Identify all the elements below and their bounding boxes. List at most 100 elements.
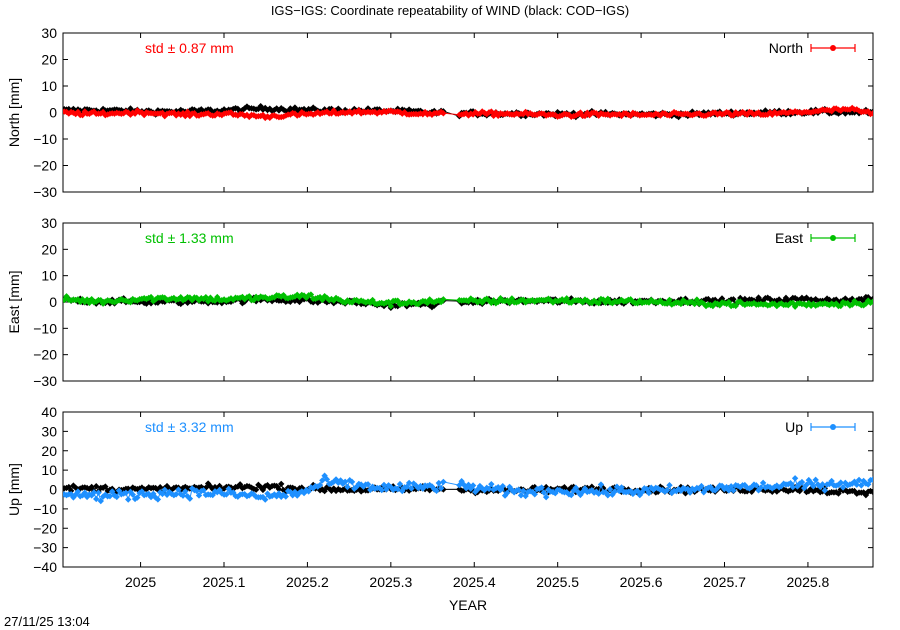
series-point bbox=[581, 485, 589, 492]
series-point bbox=[316, 481, 324, 489]
series-point bbox=[689, 298, 696, 306]
series-point bbox=[689, 111, 696, 119]
series-point bbox=[154, 496, 162, 503]
series-point bbox=[184, 493, 191, 500]
x-tick-label: 2025 bbox=[125, 574, 156, 590]
series-point bbox=[568, 299, 575, 306]
series-point bbox=[600, 296, 607, 303]
series-point bbox=[538, 484, 545, 491]
reference-point bbox=[675, 113, 682, 121]
series-point bbox=[440, 478, 447, 486]
series-point bbox=[746, 485, 753, 492]
series-point bbox=[739, 300, 746, 307]
series-point bbox=[72, 491, 79, 498]
series-point bbox=[316, 110, 324, 118]
series-point bbox=[864, 481, 872, 488]
series-point bbox=[663, 300, 671, 307]
data-layer bbox=[63, 291, 873, 312]
series-point bbox=[675, 485, 682, 493]
x-tick-label: 2025.3 bbox=[369, 574, 412, 590]
series-point bbox=[675, 299, 682, 306]
series-point bbox=[677, 487, 685, 495]
series-point bbox=[440, 110, 447, 117]
series-point bbox=[855, 300, 863, 307]
series-point bbox=[549, 488, 557, 496]
series-point bbox=[508, 295, 516, 302]
reference-point bbox=[764, 294, 771, 301]
series-point bbox=[179, 297, 187, 304]
series-point bbox=[504, 489, 511, 496]
series-point bbox=[597, 110, 605, 117]
reference-point bbox=[842, 295, 849, 302]
series-point bbox=[81, 489, 89, 496]
series-point bbox=[72, 110, 79, 118]
series-point bbox=[175, 486, 182, 493]
reference-point bbox=[759, 297, 767, 305]
series-point bbox=[193, 487, 200, 495]
series-point bbox=[725, 298, 733, 306]
series-point bbox=[540, 489, 548, 496]
series-point bbox=[120, 110, 127, 117]
x-tick-label: 2025.4 bbox=[453, 574, 496, 590]
series-point bbox=[494, 112, 502, 119]
series-point bbox=[581, 112, 589, 120]
series-point bbox=[643, 485, 650, 493]
series-point bbox=[348, 478, 356, 486]
series-point bbox=[844, 300, 851, 307]
series-point bbox=[191, 110, 198, 117]
series-point bbox=[211, 112, 219, 119]
legend-label: North bbox=[769, 40, 803, 56]
reference-point bbox=[243, 103, 251, 110]
y-tick-label: −10 bbox=[33, 320, 57, 336]
series-point bbox=[394, 485, 401, 493]
series-point bbox=[716, 302, 723, 309]
reference-point bbox=[191, 298, 198, 305]
reference-point bbox=[207, 106, 214, 113]
series-point bbox=[817, 107, 824, 114]
series-point bbox=[693, 296, 701, 303]
series-point bbox=[604, 111, 612, 118]
series-point bbox=[629, 109, 637, 117]
reference-point bbox=[730, 296, 737, 303]
series-point bbox=[531, 491, 538, 498]
series-point bbox=[179, 492, 187, 499]
series-point bbox=[65, 110, 73, 117]
reference-point bbox=[554, 108, 561, 116]
series-point bbox=[529, 488, 536, 496]
series-point bbox=[572, 112, 580, 119]
series-point bbox=[695, 300, 703, 307]
reference-point bbox=[748, 296, 755, 303]
series-point bbox=[74, 108, 82, 116]
reference-point bbox=[522, 113, 529, 120]
series-point bbox=[74, 488, 82, 495]
legend-marker bbox=[830, 235, 836, 241]
data-layer bbox=[63, 102, 873, 122]
series-point bbox=[753, 482, 760, 489]
series-point bbox=[419, 111, 427, 118]
series-point bbox=[810, 300, 817, 308]
series-point bbox=[698, 482, 705, 490]
series-point bbox=[147, 493, 155, 501]
y-tick-label: 20 bbox=[41, 52, 57, 68]
x-tick-label: 2025.1 bbox=[203, 574, 246, 590]
series-point bbox=[593, 488, 600, 495]
reference-point bbox=[191, 106, 198, 114]
series-point bbox=[611, 488, 618, 495]
series-point bbox=[812, 476, 819, 484]
y-axis-label: North [mm] bbox=[6, 78, 22, 147]
series-point bbox=[666, 296, 673, 304]
series-point bbox=[211, 297, 219, 304]
series-point bbox=[789, 109, 797, 116]
series-point bbox=[739, 108, 746, 116]
y-tick-label: −10 bbox=[33, 131, 57, 147]
y-tick-label: 0 bbox=[49, 482, 57, 498]
series-point bbox=[618, 484, 625, 491]
series-point bbox=[161, 486, 168, 493]
series-point bbox=[90, 489, 98, 496]
reference-point bbox=[179, 484, 187, 492]
series-point bbox=[677, 300, 685, 308]
series-point bbox=[529, 296, 536, 304]
series-point bbox=[666, 482, 673, 489]
series-point bbox=[588, 299, 596, 307]
y-tick-label: 20 bbox=[41, 241, 57, 257]
